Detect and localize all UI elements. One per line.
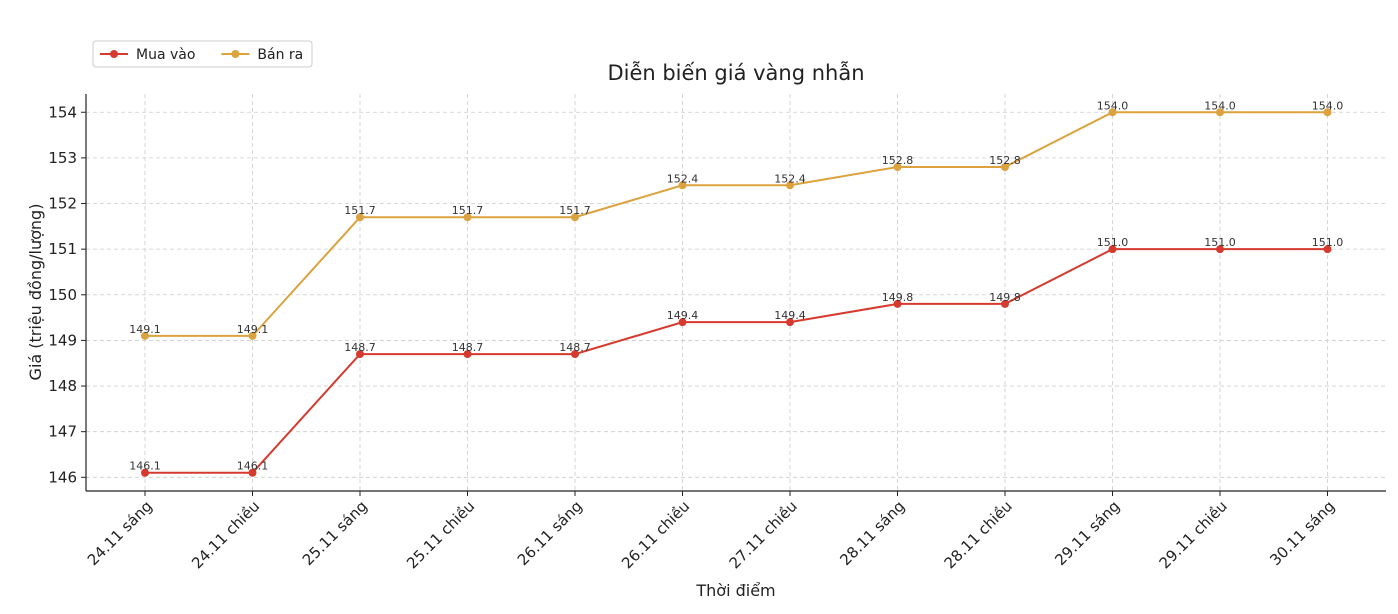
x-tick-label: 27.11 chiều — [726, 497, 801, 572]
legend-box — [92, 40, 313, 68]
data-point — [1216, 245, 1224, 254]
data-label: 152.4 — [667, 172, 699, 185]
data-point — [786, 318, 794, 327]
chart-title: Diễn biến giá vàng nhẫn — [607, 60, 864, 85]
data-label: 151.0 — [1204, 236, 1236, 249]
legend-marker — [231, 50, 240, 58]
x-tick-label: 30.11 sáng — [1266, 497, 1338, 569]
x-tick-label: 29.11 sáng — [1051, 497, 1123, 569]
y-tick-label: 149 — [48, 331, 77, 349]
y-tick-label: 146 — [48, 468, 77, 486]
data-label: 149.8 — [989, 291, 1021, 304]
data-point — [1323, 108, 1332, 117]
data-label: 152.4 — [774, 172, 806, 185]
x-axis-label: Thời điểm — [695, 581, 775, 600]
data-point — [1108, 245, 1117, 254]
legend: Mua vào Bán ra — [92, 40, 313, 68]
y-tick-label: 151 — [48, 240, 77, 258]
data-point — [1108, 108, 1117, 117]
data-point — [571, 213, 579, 222]
data-label: 149.1 — [237, 323, 269, 336]
data-label: 151.0 — [1312, 236, 1344, 249]
y-tick-label: 153 — [48, 149, 77, 167]
x-tick-label: 29.11 chiều — [1156, 497, 1231, 572]
y-tick-label: 152 — [48, 195, 77, 213]
x-tick-label: 24.11 sáng — [84, 497, 156, 569]
data-label: 152.8 — [989, 154, 1021, 167]
data-label: 149.4 — [774, 309, 806, 322]
data-label: 146.1 — [237, 460, 269, 473]
data-label: 154.0 — [1097, 99, 1129, 112]
x-tick-label: 26.11 sáng — [514, 497, 586, 569]
data-point — [463, 350, 472, 359]
legend-label: Bán ra — [257, 47, 303, 63]
data-label: 151.7 — [559, 204, 591, 217]
data-label: 154.0 — [1312, 99, 1344, 112]
y-tick-label: 150 — [48, 286, 77, 304]
x-tick-label: 24.11 chiều — [188, 497, 263, 572]
data-point — [356, 350, 364, 359]
data-point — [893, 299, 902, 308]
data-label: 154.0 — [1204, 99, 1236, 112]
y-axis-label: Giá (triệu đồng/lượng) — [26, 204, 45, 381]
data-label: 149.1 — [129, 323, 161, 336]
legend-label: Mua vào — [136, 47, 195, 63]
data-label: 151.7 — [452, 204, 484, 217]
data-point — [1001, 163, 1009, 172]
data-label: 148.7 — [559, 341, 591, 354]
x-tick-label: 26.11 chiều — [618, 497, 693, 572]
data-point — [356, 213, 364, 222]
series-line — [145, 248, 1328, 474]
data-label: 152.8 — [882, 154, 914, 167]
data-point — [141, 468, 149, 477]
data-point — [248, 468, 257, 477]
series-line — [145, 111, 1328, 337]
data-point — [1216, 108, 1224, 117]
data-point — [463, 213, 472, 222]
x-tick-label: 25.11 chiều — [403, 497, 478, 572]
data-point — [248, 331, 257, 340]
data-point — [1001, 299, 1009, 308]
data-label: 149.8 — [882, 291, 914, 304]
data-point — [678, 318, 687, 327]
data-point — [141, 331, 149, 340]
data-label: 151.7 — [344, 204, 376, 217]
y-tick-label: 148 — [48, 377, 77, 395]
legend-marker — [110, 50, 118, 58]
data-point — [893, 163, 902, 172]
data-point — [1323, 245, 1332, 254]
y-tick-label: 154 — [48, 103, 77, 121]
data-point — [678, 181, 687, 190]
x-tick-label: 28.11 sáng — [836, 497, 908, 569]
data-label: 146.1 — [129, 460, 161, 473]
data-label: 148.7 — [452, 341, 484, 354]
data-label: 148.7 — [344, 341, 376, 354]
y-tick-label: 147 — [48, 423, 77, 441]
data-label: 151.0 — [1097, 236, 1129, 249]
x-tick-label: 25.11 sáng — [299, 497, 371, 569]
x-tick-label: 28.11 chiều — [941, 497, 1016, 572]
data-point — [786, 181, 794, 190]
data-point — [571, 350, 579, 359]
data-label: 149.4 — [667, 309, 699, 322]
